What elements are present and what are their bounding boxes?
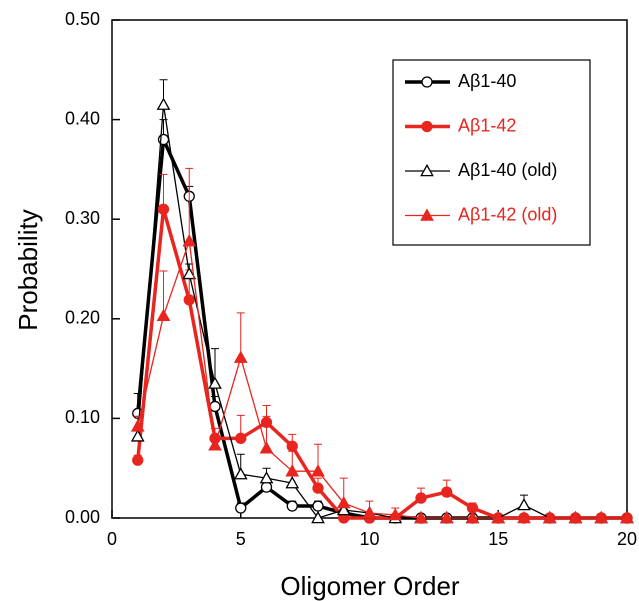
data-point xyxy=(362,505,377,519)
data-point xyxy=(182,266,197,280)
error-bar xyxy=(185,167,194,242)
y-tick-label: 0.40 xyxy=(65,108,100,128)
data-point xyxy=(415,492,427,504)
data-point xyxy=(259,441,274,454)
error-bar xyxy=(159,173,168,210)
y-axis-label: Probability xyxy=(13,209,43,330)
y-tick-label: 0.10 xyxy=(65,407,100,427)
data-point xyxy=(517,497,531,511)
legend-marker xyxy=(421,76,433,88)
data-point xyxy=(130,429,145,442)
error-bar xyxy=(236,312,245,358)
data-point xyxy=(235,432,247,444)
data-point xyxy=(157,203,170,215)
legend-label: Aβ1-42 (old) xyxy=(458,204,557,224)
x-tick-label: 10 xyxy=(359,529,379,549)
data-point xyxy=(208,376,222,389)
data-point xyxy=(568,510,583,524)
error-bar xyxy=(159,270,168,316)
data-point xyxy=(233,350,248,363)
x-axis-label: Oligomer Order xyxy=(280,571,459,601)
data-point xyxy=(156,308,171,322)
data-point xyxy=(208,438,222,451)
data-point xyxy=(441,486,453,498)
data-point xyxy=(336,502,351,516)
data-point xyxy=(388,507,403,521)
series-line xyxy=(137,240,627,519)
data-point xyxy=(311,510,325,524)
data-point xyxy=(286,440,298,452)
y-tick-label: 0.30 xyxy=(65,208,100,228)
x-tick-label: 5 xyxy=(236,529,246,549)
data-point xyxy=(132,454,144,466)
data-point xyxy=(312,482,324,494)
data-point xyxy=(439,510,454,524)
data-point xyxy=(285,476,300,489)
legend-label: Aβ1-42 xyxy=(458,115,516,135)
data-point xyxy=(259,471,274,484)
data-point xyxy=(182,234,197,247)
data-point xyxy=(130,419,145,432)
y-tick-label: 0.20 xyxy=(65,308,100,328)
data-point xyxy=(336,495,351,509)
legend-marker xyxy=(420,163,434,177)
data-point xyxy=(235,502,247,514)
data-point xyxy=(620,510,634,524)
y-tick-label: 0.00 xyxy=(65,507,100,527)
data-point xyxy=(311,464,325,477)
data-point xyxy=(491,510,506,524)
y-tick-label: 0.50 xyxy=(65,9,100,29)
data-point xyxy=(594,510,609,524)
data-point xyxy=(285,464,300,477)
data-point xyxy=(286,500,298,512)
data-point xyxy=(260,481,273,493)
series-line xyxy=(137,104,627,519)
data-point xyxy=(414,510,428,524)
data-point xyxy=(183,294,195,306)
x-tick-label: 15 xyxy=(488,529,508,549)
x-tick-label: 0 xyxy=(107,529,117,549)
legend-label: Aβ1-40 xyxy=(458,71,516,91)
legend-label: Aβ1-40 (old) xyxy=(458,160,557,180)
legend-marker xyxy=(421,120,433,133)
legend-marker xyxy=(420,208,434,221)
data-point xyxy=(517,510,531,524)
data-point xyxy=(312,500,324,512)
x-tick-label: 20 xyxy=(617,529,637,549)
data-point xyxy=(233,467,248,480)
data-point xyxy=(465,510,480,524)
data-point xyxy=(156,97,171,110)
data-point xyxy=(542,510,557,524)
